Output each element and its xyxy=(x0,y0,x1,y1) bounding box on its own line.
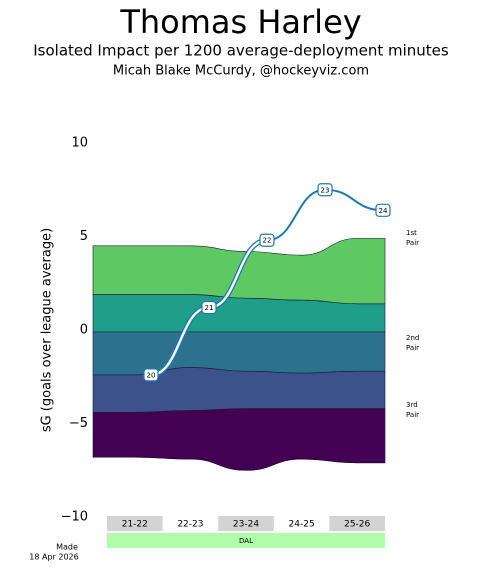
stream-band xyxy=(92,331,386,376)
x-tick-label: 24-25 xyxy=(289,520,315,530)
season-box xyxy=(218,516,274,531)
team-bar xyxy=(107,533,385,548)
stream-band xyxy=(92,408,386,471)
chart-title: Thomas Harley xyxy=(119,3,361,41)
x-tick-label: 22-23 xyxy=(177,520,203,530)
pair-label: 3rd xyxy=(406,401,418,409)
point-label: 23 xyxy=(321,186,330,194)
y-tick-label: 10 xyxy=(71,136,88,151)
x-tick-label: 21-22 xyxy=(122,520,148,530)
made-label: Made xyxy=(56,543,78,552)
y-axis-label: sG (goals over league average) xyxy=(40,228,55,432)
point-label: 20 xyxy=(147,371,156,379)
pair-label: Pair xyxy=(406,239,419,247)
point-label: 22 xyxy=(263,237,272,245)
pair-label: Pair xyxy=(406,411,419,419)
x-tick-label: 23-24 xyxy=(233,520,259,530)
made-date: 18 Apr 2026 xyxy=(29,553,78,562)
point-box xyxy=(201,300,217,315)
chart-credit: Micah Blake McCurdy, @hockeyviz.com xyxy=(113,64,369,79)
pair-label: Pair xyxy=(406,344,419,352)
point-box xyxy=(259,233,275,247)
point-label: 21 xyxy=(205,304,214,312)
pair-label: 2nd xyxy=(406,334,419,342)
point-box xyxy=(317,183,333,197)
point-box xyxy=(143,368,159,382)
stream-baseline xyxy=(92,456,385,471)
y-tick-label: −10 xyxy=(61,510,88,525)
pair-label: 1st xyxy=(406,229,417,237)
season-box xyxy=(107,516,163,531)
team-label: DAL xyxy=(239,537,253,545)
y-tick-label: 0 xyxy=(80,323,88,338)
point-box xyxy=(375,203,391,217)
point-label: 24 xyxy=(379,207,388,215)
x-tick-label: 25-26 xyxy=(344,520,370,530)
season-box xyxy=(329,516,385,531)
y-tick-label: −5 xyxy=(69,416,88,431)
chart-subtitle: Isolated Impact per 1200 average-deploym… xyxy=(33,42,449,60)
y-tick-label: 5 xyxy=(80,229,88,244)
